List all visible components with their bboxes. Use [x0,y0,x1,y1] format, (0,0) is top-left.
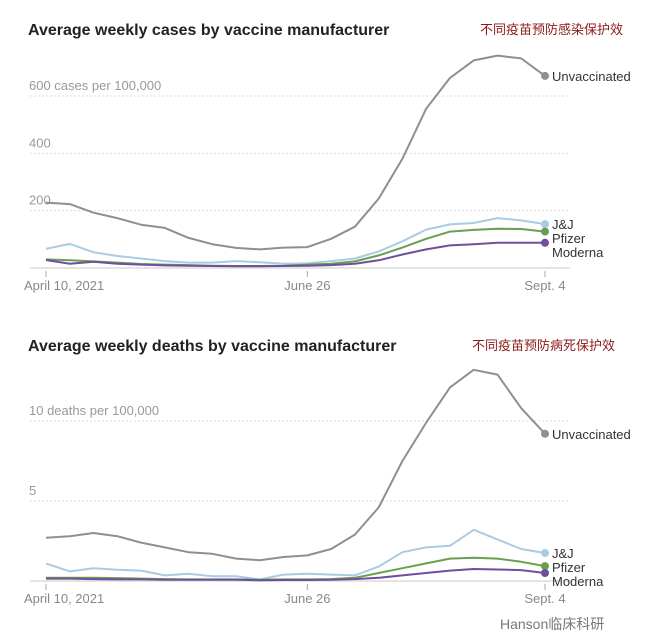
deaths-x-tick-label: April 10, 2021 [24,591,104,606]
cases-y-tick-label: 200 [29,193,51,208]
cases-series-label-unvaccinated: Unvaccinated [552,69,631,84]
cases-endpoint-jj [541,220,549,229]
cases-y-tick-label: 400 [29,135,51,150]
deaths-endpoint-jj [541,549,549,557]
cases-series-label-jj: J&J [552,217,574,232]
deaths-x-tick-label: June 26 [284,591,330,606]
deaths-line-unvaccinated [45,368,546,562]
deaths-x-tick-label: Sept. 4 [524,591,565,606]
deaths-endpoint-unvaccinated [541,429,549,438]
cases-line-unvaccinated [45,54,546,251]
cases-line-moderna [45,241,545,268]
deaths-endpoint-pfizer [541,562,549,571]
deaths-endpoint-moderna [541,569,549,577]
deaths-series-label-moderna: Moderna [552,574,604,589]
cases-series-label-pfizer: Pfizer [552,231,586,246]
deaths-y-tick-label: 10 deaths per 100,000 [29,403,159,418]
cases-endpoint-moderna [541,238,549,247]
deaths-y-tick-label: 5 [29,483,36,498]
watermark: Hanson临床科研 [500,616,605,632]
deaths-line-jj [45,528,546,581]
cases-series-label-moderna: Moderna [552,245,604,260]
deaths-series-label-pfizer: Pfizer [552,560,586,575]
cases-y-tick-label: 600 cases per 100,000 [29,78,161,93]
cases-x-tick-label: Sept. 4 [524,278,565,293]
cases-x-tick-label: June 26 [284,278,330,293]
cases-chart-title: Average weekly cases by vaccine manufact… [28,22,390,39]
deaths-series-label-unvaccinated: Unvaccinated [552,427,631,442]
cases-line-jj [45,217,546,265]
deaths-chart-note: 不同疫苗预防病死保护效 [472,339,616,354]
deaths-chart-title: Average weekly deaths by vaccine manufac… [28,338,397,355]
cases-chart-note: 不同疫苗预防感染保护效 [480,23,624,38]
deaths-series-label-jj: J&J [552,546,574,561]
cases-endpoint-pfizer [541,227,549,236]
deaths-line-moderna [46,568,546,582]
cases-x-tick-label: April 10, 2021 [24,278,104,293]
cases-endpoint-unvaccinated [541,71,549,80]
